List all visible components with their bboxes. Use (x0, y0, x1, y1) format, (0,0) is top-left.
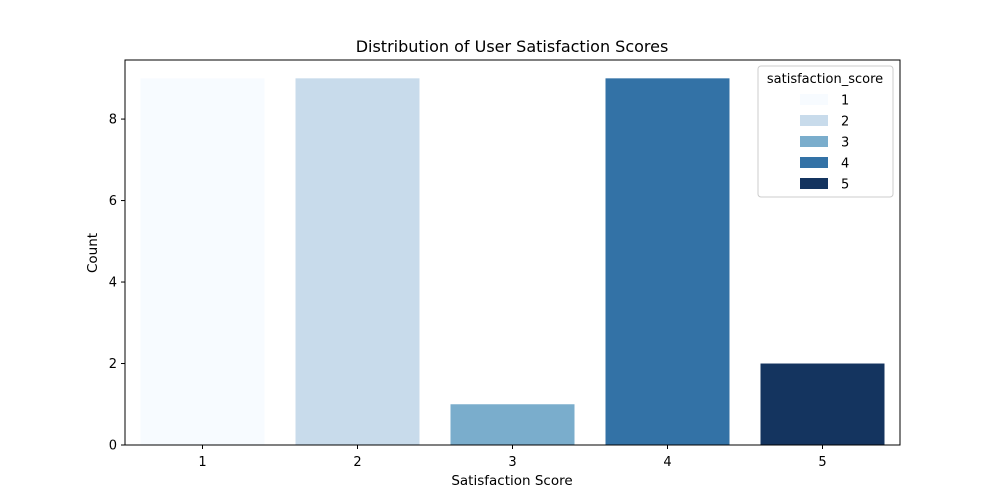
x-tick-label: 4 (663, 455, 671, 470)
legend-swatch-1 (800, 94, 828, 105)
legend-box (757, 65, 894, 198)
x-tick-label: 1 (198, 455, 206, 470)
legend-items: 1 2 3 4 5 (800, 94, 849, 193)
x-axis-ticks: 1 2 3 4 5 (198, 445, 827, 470)
x-tick-label: 2 (353, 455, 361, 470)
y-tick-label: 0 (109, 439, 117, 454)
y-tick-label: 2 (109, 357, 117, 372)
y-tick-label: 4 (109, 276, 117, 291)
bars-group (140, 78, 885, 445)
chart-title: Distribution of User Satisfaction Scores (356, 37, 669, 56)
plot-frame (124, 59, 901, 446)
bar-score-4 (605, 78, 730, 445)
bar-score-5 (760, 363, 885, 445)
y-axis-label: Count (85, 233, 101, 273)
y-axis-ticks: 0 2 4 6 8 (109, 113, 125, 454)
bar-score-2 (295, 78, 420, 445)
legend: satisfaction_score 1 2 3 4 5 (757, 65, 894, 198)
y-tick-label: 6 (109, 194, 117, 209)
legend-label-3: 3 (841, 136, 849, 151)
legend-label-4: 4 (841, 157, 849, 172)
bar-score-1 (140, 78, 265, 445)
legend-swatch-4 (800, 157, 828, 168)
x-axis-label: Satisfaction Score (451, 473, 572, 489)
legend-swatch-2 (800, 115, 828, 126)
legend-label-1: 1 (841, 94, 849, 109)
y-tick-label: 8 (109, 113, 117, 128)
x-tick-label: 3 (508, 455, 516, 470)
legend-title: satisfaction_score (767, 72, 883, 87)
legend-label-2: 2 (841, 115, 849, 130)
x-tick-label: 5 (818, 455, 826, 470)
legend-label-5: 5 (841, 178, 849, 193)
bar-score-3 (450, 404, 575, 445)
legend-swatch-5 (800, 178, 828, 189)
legend-swatch-3 (800, 136, 828, 147)
